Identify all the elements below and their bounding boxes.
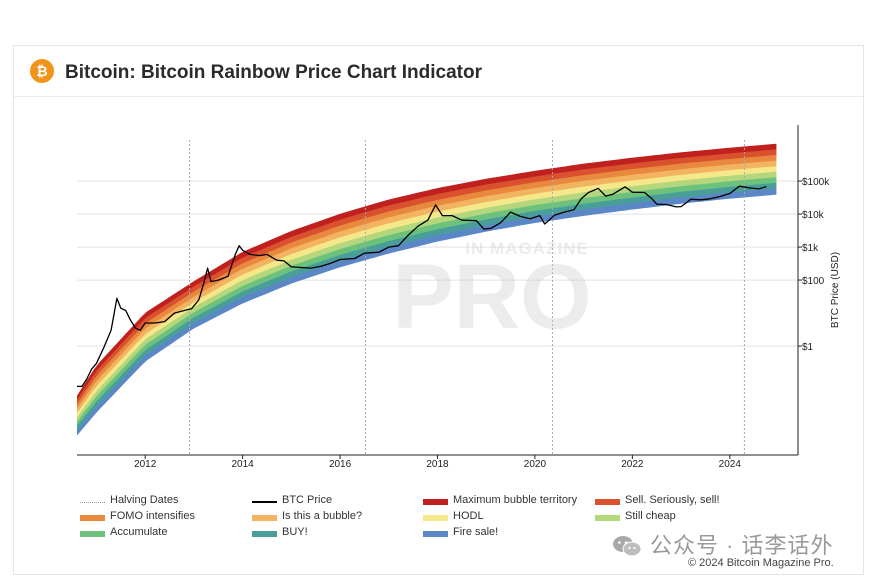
x-tick-label: 2012: [134, 459, 157, 470]
page-title: Bitcoin: Bitcoin Rainbow Price Chart Ind…: [65, 62, 482, 83]
copyright-text: © 2024 Bitcoin Magazine Pro.: [688, 557, 834, 569]
svg-text:₿: ₿: [36, 63, 47, 79]
x-tick-label: 2018: [426, 459, 449, 470]
y-tick-label: $1k: [802, 243, 819, 254]
rainbow-band: [77, 188, 777, 436]
y-tick-label: $100k: [802, 177, 830, 188]
y-tick-label: $100: [802, 276, 825, 287]
x-tick-label: 2014: [232, 459, 255, 470]
y-axis-label: BTC Price (USD): [830, 252, 841, 328]
wechat-text: 公众号 · 话李话外: [650, 533, 834, 558]
y-tick-label: $1: [802, 342, 814, 353]
watermark-main-text: PRO: [392, 246, 591, 348]
watermark-top-text: IN MAGAZINE: [465, 239, 588, 258]
rainbow-bands: [77, 143, 777, 436]
wechat-watermark: 公众号 · 话李话外: [612, 528, 834, 560]
bitcoin-logo-icon: ₿: [30, 59, 54, 83]
btc-price-line: [77, 185, 767, 388]
x-tick-label: 2020: [524, 459, 547, 470]
x-tick-label: 2022: [621, 459, 644, 470]
x-tick-label: 2024: [719, 459, 742, 470]
card-header: ₿ Bitcoin: Bitcoin Rainbow Price Chart I…: [14, 46, 863, 97]
y-tick-label: $10k: [802, 210, 825, 221]
x-tick-label: 2016: [329, 459, 352, 470]
wechat-icon: [613, 536, 642, 557]
